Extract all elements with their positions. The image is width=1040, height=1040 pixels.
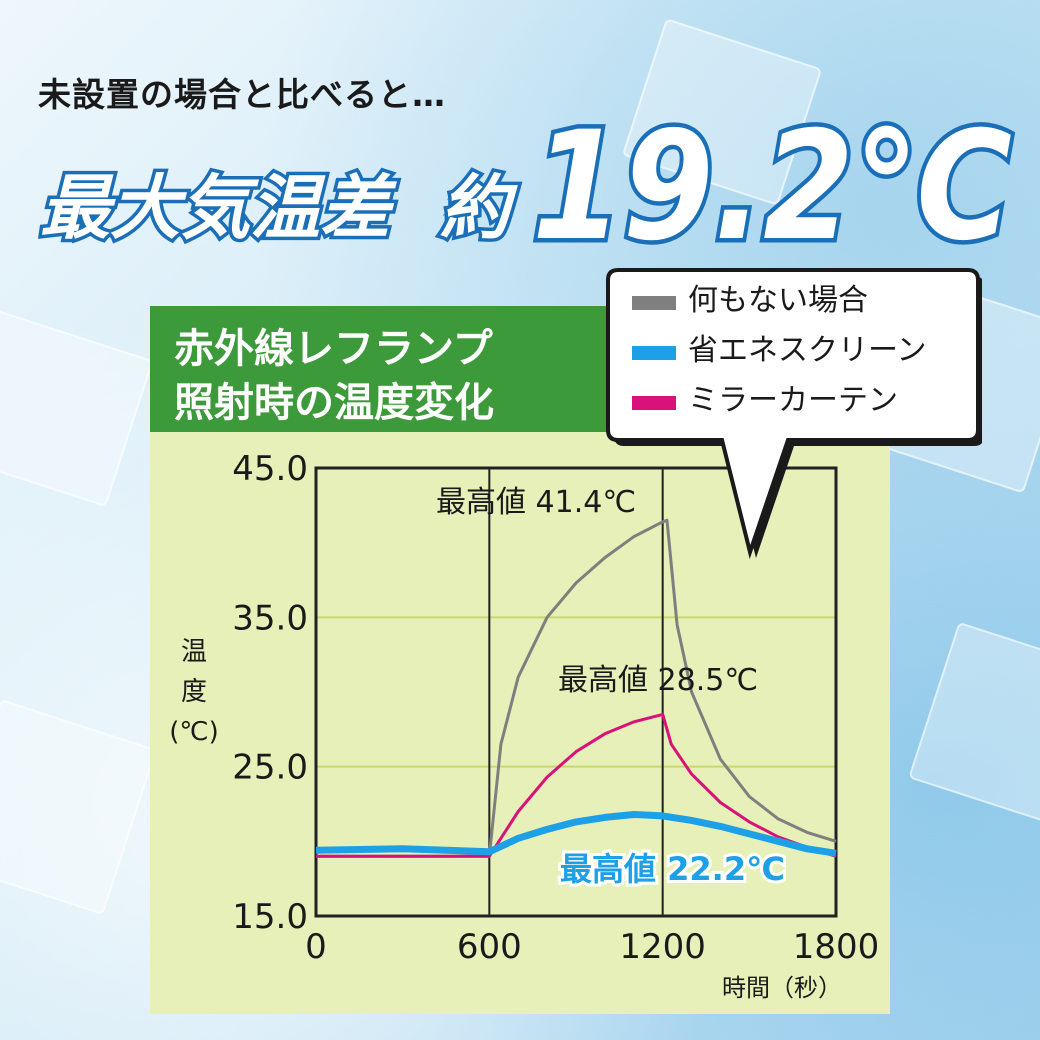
- subtitle: 未設置の場合と比べると…: [38, 75, 446, 114]
- ice-decoration: [0, 306, 154, 508]
- series-line-2: [316, 712, 837, 858]
- y-axis-label: 温: [181, 637, 207, 667]
- legend-swatch-1: [632, 346, 676, 360]
- peak-label-0: 最高値 41.4℃: [436, 485, 636, 520]
- tick-labels: 15.0 25.0 35.0 45.0 0 600 1200 1800: [232, 449, 879, 967]
- legend-bubble-outline: [606, 268, 980, 560]
- x-axis-label: 時間（秒）: [722, 974, 842, 1002]
- series-lines: [315, 518, 837, 858]
- x-tick-label: 0: [305, 927, 327, 967]
- legend-swatch-0: [632, 296, 676, 310]
- ice-decoration: [908, 621, 1040, 823]
- peak-labels: 最高値 41.4℃ 最高値 22.2℃ 最高値 28.5℃: [436, 485, 788, 891]
- legend-label-0: 何もない場合: [688, 283, 868, 318]
- x-tick-label: 1200: [619, 927, 706, 967]
- chart: 15.025.035.045.00 600 1200 1800 時間（秒）温度(℃) …: [169, 449, 879, 1002]
- y-axis-label: 度: [181, 677, 207, 707]
- series-line-0: [316, 518, 837, 858]
- chart-title-box: 赤外線レフランプ 照射時の温度変化: [150, 306, 620, 432]
- legend-label-2: ミラーカーテン: [688, 383, 898, 418]
- peak-label-1: 最高値 22.2℃: [560, 850, 785, 888]
- ice-decoration: [0, 698, 157, 916]
- y-tick-label: 15.0: [232, 897, 308, 937]
- headline: 最大気温差 約 19.2℃: [37, 96, 1017, 261]
- y-tick-label: 35.0: [232, 598, 308, 638]
- peak-label-2: 最高値 28.5℃: [558, 663, 758, 698]
- legend-swatch-2: [632, 396, 676, 410]
- y-axis-label: (℃): [169, 717, 219, 747]
- headline-text: 最大気温差: [40, 167, 397, 249]
- legend-label-1: 省エネスクリーン: [688, 333, 927, 368]
- grid-lines: [316, 468, 836, 916]
- series-line-1: [315, 811, 837, 857]
- plot-area: [314, 466, 838, 918]
- y-tick-label: 45.0: [232, 449, 308, 489]
- y-tick-label: 25.0: [232, 748, 308, 788]
- headline-prefix: 約: [440, 167, 518, 249]
- axis-labels: 時間（秒） 温度 (℃): [169, 637, 842, 1002]
- headline-value: 19.2℃: [532, 100, 1012, 260]
- x-tick-label: 600: [457, 927, 522, 967]
- chart-title-line-1: 赤外線レフランプ: [174, 326, 493, 372]
- chart-title-line-2: 照射時の温度変化: [174, 380, 494, 426]
- x-tick-label: 1800: [793, 927, 880, 967]
